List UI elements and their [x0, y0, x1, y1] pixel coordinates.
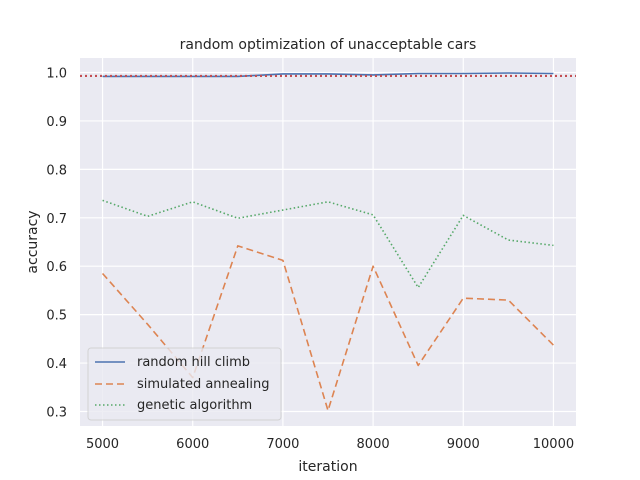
x-tick-labels: 5000 6000 7000 8000 9000 10000	[86, 437, 574, 452]
x-tick-label: 9000	[447, 437, 480, 452]
y-axis-title: accuracy	[25, 210, 41, 273]
y-tick-labels: 0.3 0.4 0.5 0.6 0.7 0.8 0.9 1.0	[46, 67, 67, 421]
y-tick-label: 0.5	[46, 309, 67, 324]
y-tick-label: 0.4	[46, 357, 67, 372]
x-tick-label: 7000	[266, 437, 299, 452]
legend-label-simulated-annealing: simulated annealing	[137, 377, 269, 392]
y-tick-label: 0.6	[46, 260, 67, 275]
chart-title: random optimization of unacceptable cars	[180, 37, 477, 53]
legend-label-genetic-algorithm: genetic algorithm	[137, 398, 252, 413]
x-tick-label: 10000	[533, 437, 574, 452]
y-tick-label: 1.0	[46, 67, 67, 82]
series-line-random-hill-climb	[102, 72, 554, 78]
x-tick-label: 8000	[357, 437, 390, 452]
x-tick-label: 5000	[86, 437, 119, 452]
legend-label-random-hill-climb: random hill climb	[137, 355, 250, 370]
y-tick-label: 0.8	[46, 163, 67, 178]
x-tick-label: 6000	[176, 437, 209, 452]
legend: random hill climb simulated annealing ge…	[87, 347, 282, 421]
x-axis-title: iteration	[298, 459, 357, 475]
y-tick-label: 0.9	[46, 115, 67, 130]
y-tick-label: 0.3	[46, 405, 67, 420]
y-tick-label: 0.7	[46, 212, 67, 227]
legend-box	[87, 347, 282, 421]
